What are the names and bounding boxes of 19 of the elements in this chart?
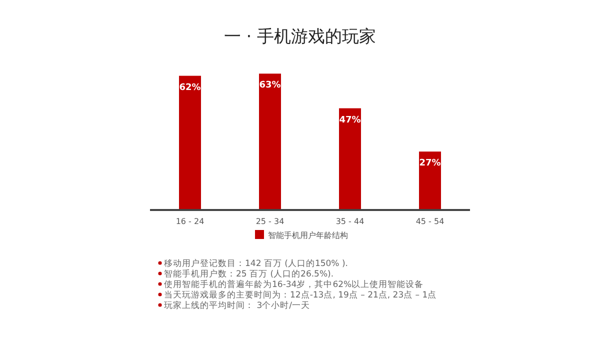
bar xyxy=(339,108,361,210)
text: 智能手机用户数：25 百万 (人口的26.5%). xyxy=(164,268,334,280)
x-tick-label: 35 - 44 xyxy=(336,217,364,226)
data-label: 62% xyxy=(179,82,201,93)
data-label: 47% xyxy=(339,115,361,126)
text: 移动用户登记数目：142 百万 (人口的150% ). xyxy=(164,258,348,269)
data-label: 27% xyxy=(419,158,441,169)
chart-title: 一 · 手机游戏的玩家 xyxy=(224,27,376,47)
bar xyxy=(179,76,201,210)
x-tick-label: 45 - 54 xyxy=(416,217,444,226)
text: 当天玩游戏最多的主要时间为：12点-13点, 19点 – 21点, 23点 – 1点 xyxy=(164,290,437,300)
text: 使用智能手机的普遍年龄为16-34岁，其中62%以上使用智能设备 xyxy=(164,279,424,290)
x-tick-label: 16 - 24 xyxy=(176,217,204,226)
bar xyxy=(259,74,281,210)
text: 玩家上线的平均时间： 3个小时/一天 xyxy=(164,300,310,311)
bar xyxy=(419,152,441,210)
data-label: 63% xyxy=(259,80,281,91)
x-tick-label: 25 - 34 xyxy=(256,217,284,226)
legend-label: 智能手机用户年龄结构 xyxy=(268,231,348,240)
